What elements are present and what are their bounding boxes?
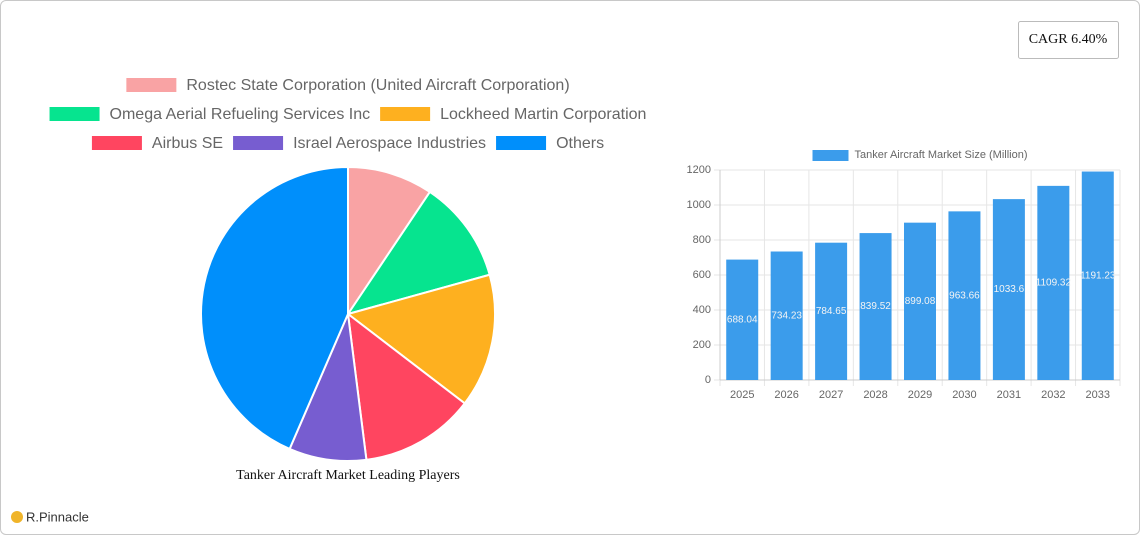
pie-slice (346, 311, 467, 461)
x-tick-label: 2027 (819, 389, 843, 401)
y-tick-label: 200 (693, 339, 711, 351)
legend-item: Tanker Aircraft Market Size (Million) (812, 149, 1028, 161)
x-tick-label: 2026 (774, 389, 798, 401)
legend-swatch (812, 150, 849, 161)
legend-item: Omega Aerial Refueling Services Inc (49, 106, 371, 123)
x-tick-label: 2031 (997, 389, 1021, 401)
x-tick-label: 2033 (1086, 389, 1110, 401)
x-tick-label: 2028 (863, 389, 887, 401)
legend-swatch (49, 107, 100, 121)
bar (904, 222, 936, 380)
bar (770, 251, 803, 380)
bar (1037, 185, 1070, 380)
legend-swatch (496, 136, 547, 150)
legend-item: Airbus SE (91, 135, 223, 152)
data-label: 688.04 (727, 314, 758, 325)
data-label: 1109.32 (1036, 278, 1072, 289)
legend-label: Tanker Aircraft Market Size (Million) (855, 149, 1028, 161)
legend-label: Airbus SE (152, 135, 223, 152)
legend-item: Others (496, 135, 604, 152)
data-label: 839.52 (860, 301, 891, 312)
x-tick-label: 2029 (908, 389, 932, 401)
x-tick-label: 2025 (730, 389, 754, 401)
pie-slice (345, 190, 491, 316)
bar (815, 242, 848, 380)
data-label: 1191.23 (1080, 270, 1116, 281)
cagr-label: CAGR 6.40% (1029, 32, 1108, 47)
bar (1081, 171, 1114, 380)
data-label: 899.08 (905, 296, 936, 307)
brand-icon (11, 511, 23, 523)
legend-swatch (380, 107, 431, 121)
pie-slice (347, 165, 432, 318)
bar (992, 199, 1025, 380)
data-label: 963.66 (949, 290, 980, 301)
legend-item: Rostec State Corporation (United Aircraf… (126, 77, 570, 94)
pie-slice (345, 273, 496, 405)
data-label: 1033.6 (994, 284, 1025, 295)
bar (726, 259, 759, 380)
legend-swatch (126, 78, 177, 92)
bar (859, 233, 892, 380)
y-tick-label: 600 (693, 269, 711, 281)
y-tick-label: 800 (693, 234, 711, 246)
legend-label: Israel Aerospace Industries (293, 135, 486, 152)
y-tick-label: 400 (693, 304, 711, 316)
legend-label: Rostec State Corporation (United Aircraf… (186, 77, 569, 94)
legend-item: Lockheed Martin Corporation (380, 106, 646, 123)
cagr-box (1018, 21, 1119, 59)
data-label: 784.65 (816, 306, 847, 317)
y-tick-label: 1200 (687, 164, 711, 176)
legend-item: Israel Aerospace Industries (233, 135, 486, 152)
bar (948, 211, 981, 380)
y-tick-label: 0 (705, 374, 711, 386)
x-tick-label: 2032 (1041, 389, 1065, 401)
legend-swatch (91, 136, 142, 150)
legend-swatch (233, 136, 284, 150)
y-tick-label: 1000 (687, 199, 711, 211)
data-label: 734.23 (771, 310, 802, 321)
x-tick-label: 2030 (952, 389, 976, 401)
legend-label: Lockheed Martin Corporation (440, 106, 646, 123)
pie-slice (200, 165, 349, 451)
legend-label: Others (556, 135, 604, 152)
legend-label: Omega Aerial Refueling Services Inc (110, 106, 371, 123)
chart-title: Tanker Aircraft Market Leading Players (236, 468, 460, 483)
brand: R.Pinnacle (26, 509, 89, 524)
